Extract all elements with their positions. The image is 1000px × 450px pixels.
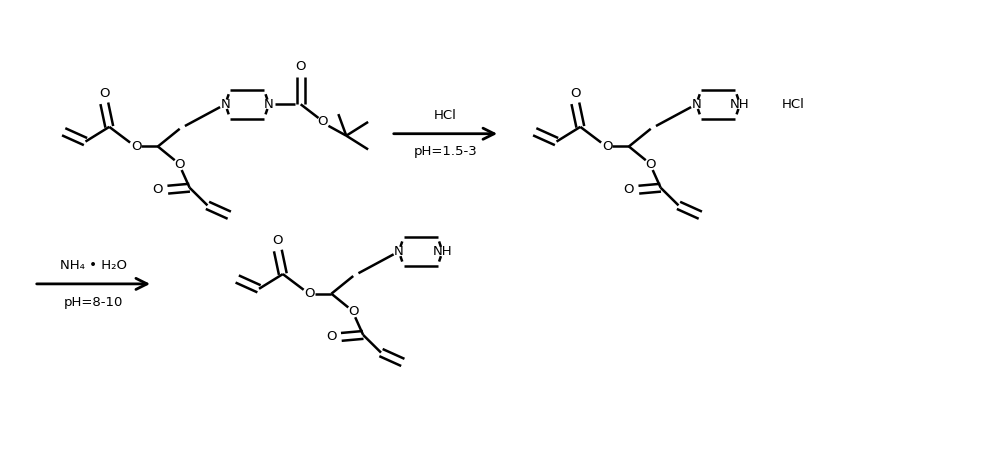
Text: pH=1.5-3: pH=1.5-3 [414, 145, 477, 158]
Text: NH: NH [433, 245, 452, 258]
Text: NH₄ • H₂O: NH₄ • H₂O [60, 259, 127, 272]
Text: O: O [99, 87, 110, 100]
Text: O: O [326, 330, 337, 343]
Text: O: O [602, 140, 612, 153]
Text: O: O [304, 287, 315, 300]
Text: HCl: HCl [782, 98, 805, 111]
Text: NH: NH [730, 98, 750, 111]
Text: O: O [295, 60, 306, 73]
Text: O: O [317, 116, 328, 128]
Text: N: N [691, 98, 701, 111]
Text: O: O [645, 158, 656, 171]
Text: O: O [153, 183, 163, 196]
Text: HCl: HCl [434, 109, 457, 122]
Text: N: N [220, 98, 230, 111]
Text: N: N [264, 98, 274, 111]
Text: O: O [570, 87, 581, 100]
Text: O: O [174, 158, 185, 171]
Text: O: O [131, 140, 141, 153]
Text: O: O [273, 234, 283, 247]
Text: pH=8-10: pH=8-10 [64, 296, 123, 309]
Text: O: O [348, 305, 358, 318]
Text: N: N [394, 245, 404, 258]
Text: O: O [624, 183, 634, 196]
